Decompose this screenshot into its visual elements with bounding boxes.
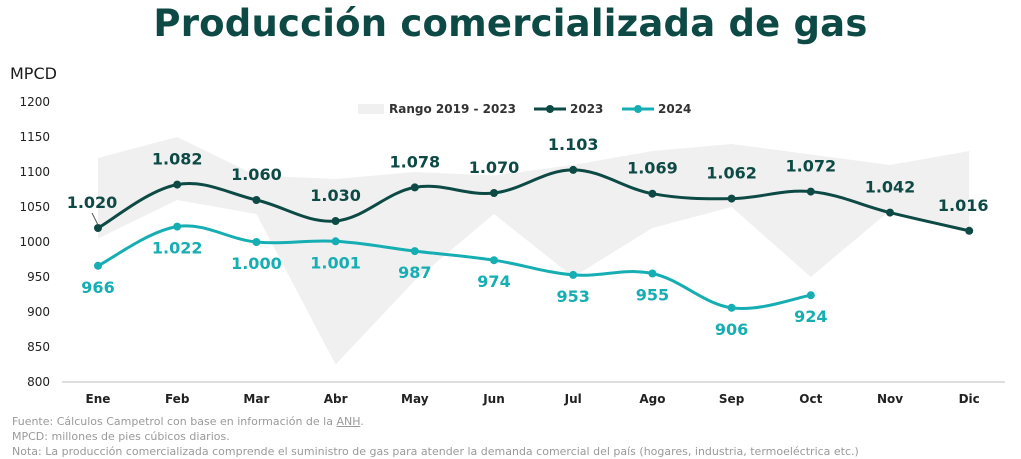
series-2024-point <box>648 269 657 278</box>
legend-range-swatch <box>358 104 384 114</box>
series-2023-point <box>490 189 498 197</box>
series-2024-point <box>490 256 498 265</box>
series-2023-point <box>252 196 261 204</box>
y-tick-label: 1150 <box>19 130 50 144</box>
source-text: Fuente: Cálculos Campetrol con base en i… <box>12 415 337 428</box>
data-label-2023: 1.082 <box>152 150 203 169</box>
data-label-2023: 1.072 <box>785 157 836 176</box>
data-label-2024: 1.022 <box>152 239 203 258</box>
y-axis-unit-label: MPCD <box>10 64 57 83</box>
y-tick-label: 850 <box>27 340 50 354</box>
x-tick-label: Ene <box>86 392 111 406</box>
nota-note: Nota: La producción comercializada compr… <box>12 445 859 458</box>
data-label-2024: 953 <box>556 287 589 306</box>
data-label-2024: 966 <box>81 278 114 297</box>
series-2024-point <box>410 247 419 256</box>
series-2023-point <box>648 189 657 198</box>
range-band <box>98 137 970 365</box>
data-label-2023: 1.070 <box>469 158 520 177</box>
y-tick-label: 950 <box>27 270 50 284</box>
series-2023-line <box>97 168 970 233</box>
series-2023-point <box>965 226 974 235</box>
data-label-2024: 987 <box>398 263 431 282</box>
series-2023-point <box>173 180 182 189</box>
series-2023-point <box>331 217 340 225</box>
label-leader-line <box>91 212 99 226</box>
x-tick-label: May <box>401 392 429 406</box>
x-tick-label: Ago <box>639 392 665 406</box>
y-tick-label: 1100 <box>19 165 50 179</box>
data-label-2024: 1.000 <box>231 254 282 273</box>
series-2024-point <box>569 270 578 279</box>
series-2024-line <box>97 224 812 310</box>
data-label-2023: 1.069 <box>627 159 678 178</box>
data-label-2024: 974 <box>477 272 510 291</box>
series-2023-point <box>806 187 815 196</box>
x-tick-label: Nov <box>877 392 903 406</box>
series-2023-point <box>410 183 419 192</box>
data-label-2023: 1.103 <box>548 135 599 154</box>
data-label-2023: 1.020 <box>67 193 118 212</box>
legend-2023-marker <box>546 105 554 113</box>
legend-2023-label: 2023 <box>570 102 603 116</box>
data-label-2023: 1.016 <box>938 196 989 215</box>
series-2024-point <box>331 237 340 246</box>
x-tick-label: Jul <box>564 392 582 406</box>
series-2024-point <box>173 222 182 231</box>
data-label-2023: 1.042 <box>865 178 916 197</box>
x-tick-label: Abr <box>324 392 348 406</box>
x-tick-label: Oct <box>799 392 822 406</box>
line-chart: 800 850 900 950 1000 1050 1100 1150 1200 Ene Feb Ma… <box>19 95 1005 406</box>
x-tick-label: Dic <box>959 392 980 406</box>
data-label-2024: 955 <box>636 286 669 305</box>
page-title: Producción comercializada de gas <box>153 2 868 45</box>
legend-range-label: Rango 2019 - 2023 <box>389 102 516 116</box>
data-label-2023: 1.078 <box>389 152 440 171</box>
anh-link[interactable]: ANH <box>336 415 361 428</box>
legend-2024-marker <box>634 105 642 113</box>
y-tick-label: 1000 <box>19 235 50 249</box>
series-2023-point <box>569 165 578 174</box>
footnotes: Fuente: Cálculos Campetrol con base en i… <box>12 414 859 459</box>
y-tick-label: 800 <box>27 375 50 389</box>
x-tick-label: Jun <box>482 392 505 406</box>
data-label-2024: 906 <box>715 320 748 339</box>
legend-2024-label: 2024 <box>658 102 691 116</box>
mpcd-note: MPCD: millones de pies cúbicos diarios. <box>12 430 230 443</box>
source-note: Fuente: Cálculos Campetrol con base en i… <box>12 414 859 429</box>
y-tick-label: 1200 <box>19 95 50 109</box>
data-label-2024: 1.001 <box>310 253 361 272</box>
y-tick-label: 900 <box>27 305 50 319</box>
data-label-2023: 1.062 <box>706 164 757 183</box>
series-2024-point <box>94 261 102 270</box>
x-tick-label: Mar <box>243 392 269 406</box>
source-suffix: . <box>360 415 364 428</box>
series-2024-point <box>806 291 815 300</box>
series-2023-point <box>94 224 102 232</box>
x-tick-label: Feb <box>165 392 190 406</box>
series-2024-point <box>252 238 261 246</box>
y-tick-label: 1050 <box>19 200 50 214</box>
x-tick-label: Sep <box>719 392 745 406</box>
data-label-2023: 1.060 <box>231 165 282 184</box>
series-2024-point <box>727 303 736 312</box>
data-label-2024: 924 <box>794 307 827 326</box>
series-2023-point <box>727 194 736 203</box>
series-2023-point <box>886 208 894 217</box>
data-label-2023: 1.030 <box>310 186 361 205</box>
